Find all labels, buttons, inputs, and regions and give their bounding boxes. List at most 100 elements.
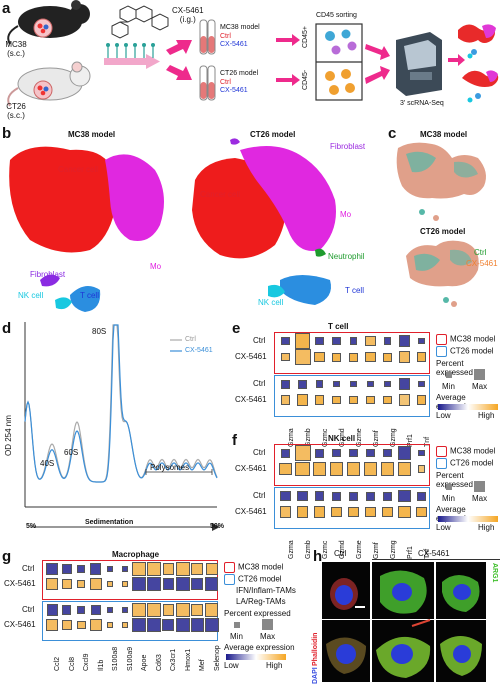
panel_g-gene-label: Ccl2 [54, 656, 62, 671]
f-row-drug-1: CX-5461 [235, 464, 267, 473]
peak-40s: 40S [40, 459, 55, 468]
panel_f-dot [397, 462, 412, 476]
umap-thumbnail-icon [458, 24, 499, 103]
legend-g-high: High [266, 661, 283, 670]
panel_f-gene-label: Gzme [355, 540, 363, 559]
mouse-mc38-route: (s.c.) [7, 49, 25, 58]
panel_e-dot [384, 380, 391, 388]
panel_e-dot [398, 394, 411, 406]
legend-e-high: High [478, 411, 495, 420]
polysome-profile-chart [24, 322, 220, 531]
legend-e-low: Low [436, 411, 451, 420]
f-row-ctrl-2: Ctrl [253, 491, 266, 500]
panel_e-dot [416, 395, 427, 405]
panel_f-dot [398, 489, 411, 503]
legend-f-mc38: MC38 model [450, 446, 496, 456]
c-legend-drug: CX-5461 [466, 259, 498, 268]
panel_e-dot [332, 336, 341, 346]
panel_f-dot [397, 446, 412, 460]
panel_e-dot [365, 335, 376, 347]
panel_g-dot [77, 580, 86, 588]
legend-e-min-square [446, 372, 452, 378]
scale-bar [355, 606, 365, 608]
panel_g-dot [146, 561, 161, 577]
panel_g-dot [107, 622, 114, 628]
panel-label-d: d [2, 320, 12, 337]
panel_e-dot [350, 380, 357, 388]
panel_f-dot [295, 461, 310, 477]
panel_g-dot [162, 619, 175, 631]
panel_f-dot [332, 491, 341, 501]
panel_e-dot [349, 337, 358, 345]
umap-b-plots [9, 138, 336, 312]
panel_e-dot [332, 352, 341, 362]
c-legend-ctrl: Ctrl [474, 248, 487, 257]
b-mc38-nk: NK cell [18, 291, 44, 300]
panel_g-dot [205, 562, 218, 576]
b-mc38-t: T cell [80, 291, 99, 300]
panel_f-dot [315, 448, 324, 458]
panel_f-gene-label: Gzmf [372, 542, 380, 559]
panel_e-dot [418, 337, 425, 345]
cd45-neg-label: CD45- [302, 69, 309, 90]
legend-g-mc38: MC38 model [238, 562, 284, 572]
f-row-ctrl-1: Ctrl [253, 448, 266, 457]
e-title: T cell [328, 322, 349, 331]
e-row-drug-2: CX-5461 [235, 395, 267, 404]
legend-g-ifn: IFN/Inflam-TAMs [236, 586, 296, 595]
panel_g-dot [175, 603, 190, 617]
legend-f-gradient [438, 516, 498, 522]
drug-label: CX-5461 [172, 6, 204, 15]
legend-g-percent: Percent expressed [224, 609, 291, 618]
h-drug-label: CX-5461 [418, 549, 450, 558]
panel_e-dot [366, 395, 375, 405]
panel-a-graphics [7, 0, 499, 107]
panel_f-dot [382, 506, 393, 518]
micrograph-drug-1 [372, 562, 434, 619]
legend-f-min-square [446, 484, 452, 490]
legend-g-low: Low [224, 661, 239, 670]
panel_g-gene-label: Cd63 [155, 654, 163, 671]
panel_g-dot [132, 576, 147, 592]
legend-e-gradient [438, 404, 498, 410]
d-legend-ctrl: Ctrl [185, 336, 196, 343]
mouse-mc38-label: MC38 [5, 40, 27, 49]
panel_g-dot [146, 576, 161, 592]
panel_g-dot [62, 605, 72, 615]
d-x-left: 5% [26, 523, 37, 530]
f-row-drug-2: CX-5461 [235, 507, 267, 516]
panel_f-gene-label: Gzmc [321, 540, 329, 559]
panel_g-gene-label: Cxcl9 [83, 653, 91, 671]
panel_f-dot [332, 448, 341, 458]
c-mc38-title: MC38 model [420, 130, 468, 139]
h-ch-arg1: ARG1 [491, 563, 498, 583]
panel_g-dot [205, 577, 219, 591]
d-x-right: 50% [210, 523, 225, 530]
panel_g-dot [107, 581, 114, 587]
panel_e-dot [281, 352, 290, 362]
panel_e-dot [383, 352, 392, 362]
panel_e-dot [349, 352, 358, 362]
trace-cx5461 [24, 324, 218, 483]
d-ylabel: OD 254 nm [4, 415, 13, 456]
umap-c-plots [396, 142, 486, 307]
legend-f-max: Max [472, 494, 488, 503]
panel_g-gene-label: Il1b [97, 659, 105, 671]
panel_g-dot [121, 622, 128, 628]
panel_f-dot [416, 506, 427, 518]
panel_g-dot [61, 620, 72, 630]
panel_g-dot [132, 617, 147, 633]
legend-g-min: Min [230, 632, 243, 641]
panel_g-dot [191, 562, 204, 576]
b-ct26-nk: NK cell [258, 298, 284, 307]
legend-e-mc38: MC38 model [450, 334, 496, 344]
panel_g-dot [46, 563, 59, 575]
panel_f-dot [296, 506, 309, 518]
b-ct26-cancer: Cancer cell [200, 190, 241, 199]
panel_e-dot [280, 395, 291, 405]
panel_f-dot [363, 462, 378, 476]
panel_f-dot [331, 506, 342, 518]
legend-g-gradient [226, 654, 286, 660]
panel_g-dot [146, 602, 161, 618]
b-mc38-fibro: Fibroblast [30, 270, 66, 279]
